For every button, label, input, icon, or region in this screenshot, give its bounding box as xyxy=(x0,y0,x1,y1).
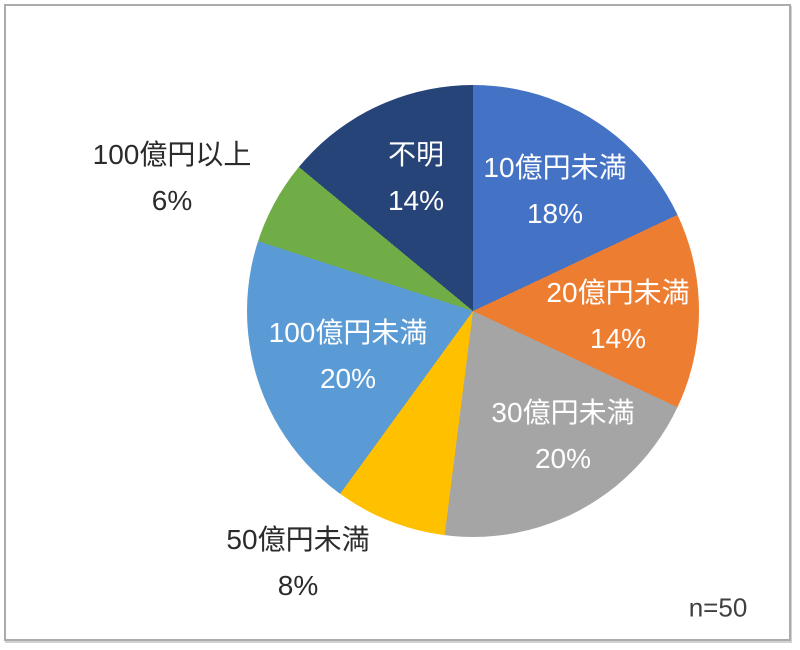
pie-chart xyxy=(247,85,699,537)
slice-name: 50億円未満 xyxy=(226,524,370,555)
chart-frame: 10億円未満 18% 20億円未満 14% 30億円未満 20% 50億円未満 8% 100億円… xyxy=(4,4,791,641)
pie-slice-label-5: 100億円以上 6% xyxy=(93,132,252,224)
slice-percent: 8% xyxy=(277,570,319,601)
slice-percent: 6% xyxy=(151,185,193,216)
sample-size-annotation: n=50 xyxy=(688,592,748,623)
slice-name: 100億円以上 xyxy=(92,139,252,170)
pie-slice-label-3: 50億円未満 8% xyxy=(226,517,369,609)
